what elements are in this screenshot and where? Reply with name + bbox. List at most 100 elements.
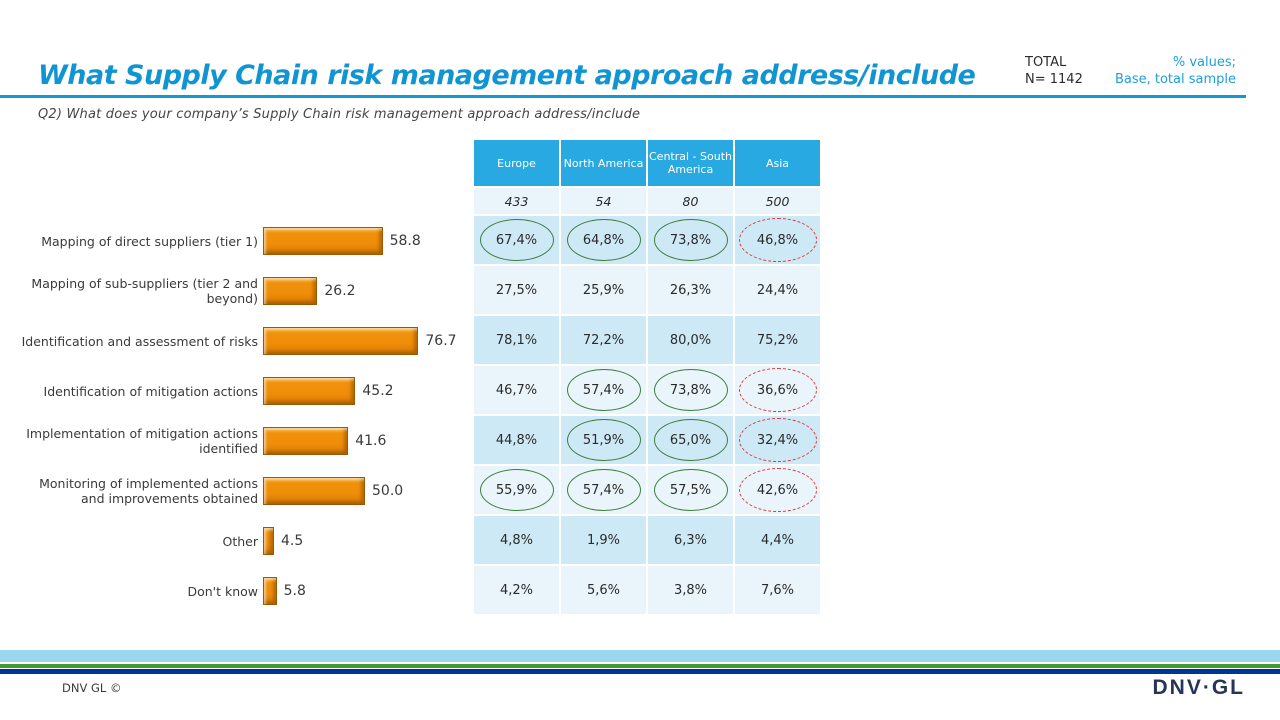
table-cell: 51,9% bbox=[561, 416, 646, 464]
table-cell: 4,8% bbox=[474, 516, 559, 564]
table-base-value: 80 bbox=[648, 188, 733, 214]
table-cell: 4,2% bbox=[474, 566, 559, 614]
table-cell: 5,6% bbox=[561, 566, 646, 614]
region-table: Europe North America Central - South Ameri… bbox=[474, 140, 820, 614]
total-sample-info: TOTAL N= 1142 bbox=[1025, 54, 1083, 88]
table-cell: 57,4% bbox=[561, 466, 646, 514]
table-column-header: North America bbox=[561, 140, 646, 186]
table-cell: 3,8% bbox=[648, 566, 733, 614]
chart-bar bbox=[263, 277, 318, 305]
table-cell-value: 44,8% bbox=[495, 432, 538, 448]
table-cell: 32,4% bbox=[735, 416, 820, 464]
chart-row: Identification of mitigation actions 45.2 bbox=[0, 366, 470, 416]
chart-row: Mapping of sub-suppliers (tier 2 and bey… bbox=[0, 266, 470, 316]
table-cell: 73,8% bbox=[648, 216, 733, 264]
table-cell: 57,5% bbox=[648, 466, 733, 514]
table-cell-value: 42,6% bbox=[756, 482, 799, 498]
table-cell-value: 6,3% bbox=[673, 532, 708, 548]
chart-category-label: Implementation of mitigation actions ide… bbox=[26, 426, 258, 456]
table-cell: 67,4% bbox=[474, 216, 559, 264]
table-cell-value: 57,4% bbox=[582, 482, 625, 498]
chart-value-label: 76.7 bbox=[425, 333, 457, 349]
question-text: Q2) What does your company’s Supply Chai… bbox=[38, 107, 641, 122]
table-cell-value: 78,1% bbox=[495, 332, 538, 348]
table-cell: 36,6% bbox=[735, 366, 820, 414]
table-cell: 26,3% bbox=[648, 266, 733, 314]
table-cell: 73,8% bbox=[648, 366, 733, 414]
footer-stripe-green bbox=[0, 664, 1280, 668]
table-cell-value: 80,0% bbox=[669, 332, 712, 348]
table-cell-value: 57,4% bbox=[582, 382, 625, 398]
chart-category-label: Mapping of sub-suppliers (tier 2 and bey… bbox=[31, 276, 258, 306]
table-cell-value: 65,0% bbox=[669, 432, 712, 448]
table-cell-value: 51,9% bbox=[582, 432, 625, 448]
table-cell: 72,2% bbox=[561, 316, 646, 364]
table-cell: 4,4% bbox=[735, 516, 820, 564]
table-cell-value: 67,4% bbox=[495, 232, 538, 248]
chart-bar bbox=[263, 527, 274, 555]
chart-bar bbox=[263, 327, 419, 355]
table-cell-value: 4,8% bbox=[499, 532, 534, 548]
table-cell: 25,9% bbox=[561, 266, 646, 314]
title-underline bbox=[0, 95, 1246, 98]
table-cell: 1,9% bbox=[561, 516, 646, 564]
chart-row: Mapping of direct suppliers (tier 1) 58.8 bbox=[0, 216, 470, 266]
table-cell-value: 5,6% bbox=[586, 582, 621, 598]
chart-category-label: Identification and assessment of risks bbox=[21, 333, 258, 349]
chart-row: Implementation of mitigation actions ide… bbox=[0, 416, 470, 466]
table-column-header: Central - South America bbox=[648, 140, 733, 186]
table-cell-value: 24,4% bbox=[756, 282, 799, 298]
chart-value-label: 5.8 bbox=[283, 583, 306, 599]
table-cell-value: 57,5% bbox=[669, 482, 712, 498]
table-cell: 7,6% bbox=[735, 566, 820, 614]
page-title: What Supply Chain risk management approa… bbox=[38, 60, 976, 91]
table-cell-value: 72,2% bbox=[582, 332, 625, 348]
table-cell: 80,0% bbox=[648, 316, 733, 364]
table-cell-value: 25,9% bbox=[582, 282, 625, 298]
table-base-value: 500 bbox=[735, 188, 820, 214]
table-cell: 64,8% bbox=[561, 216, 646, 264]
chart-category-label: Mapping of direct suppliers (tier 1) bbox=[41, 233, 258, 249]
chart-row: Identification and assessment of risks 76… bbox=[0, 316, 470, 366]
note-line-1: % values; bbox=[1172, 55, 1236, 70]
table-column-header: Europe bbox=[474, 140, 559, 186]
table-cell-value: 46,8% bbox=[756, 232, 799, 248]
chart-row: Monitoring of implemented actions and im… bbox=[0, 466, 470, 516]
table-cell: 27,5% bbox=[474, 266, 559, 314]
total-label: TOTAL bbox=[1025, 55, 1067, 70]
table-cell: 42,6% bbox=[735, 466, 820, 514]
table-cell-value: 55,9% bbox=[495, 482, 538, 498]
table-cell: 46,7% bbox=[474, 366, 559, 414]
chart-bar bbox=[263, 427, 349, 455]
chart-category-label: Don't know bbox=[187, 583, 258, 599]
copyright-text: DNV GL © bbox=[62, 681, 122, 695]
note-line-2: Base, total sample bbox=[1114, 72, 1236, 87]
table-cell: 44,8% bbox=[474, 416, 559, 464]
table-cell: 75,2% bbox=[735, 316, 820, 364]
table-cell-value: 27,5% bbox=[495, 282, 538, 298]
table-cell-value: 64,8% bbox=[582, 232, 625, 248]
table-cell: 65,0% bbox=[648, 416, 733, 464]
table-cell-value: 7,6% bbox=[760, 582, 795, 598]
table-cell: 78,1% bbox=[474, 316, 559, 364]
footer-stripe-lightblue bbox=[0, 650, 1280, 662]
table-column-header: Asia bbox=[735, 140, 820, 186]
chart-row: Don't know 5.8 bbox=[0, 566, 470, 616]
table-cell-value: 36,6% bbox=[756, 382, 799, 398]
chart-row: Other 4.5 bbox=[0, 516, 470, 566]
footer-stripe-navy bbox=[0, 669, 1280, 674]
table-base-value: 54 bbox=[561, 188, 646, 214]
dnvgl-logo: DNV·GL bbox=[1152, 676, 1245, 699]
total-n: N= 1142 bbox=[1025, 72, 1083, 87]
table-cell: 46,8% bbox=[735, 216, 820, 264]
chart-bar bbox=[263, 477, 365, 505]
chart-value-label: 58.8 bbox=[389, 233, 421, 249]
table-cell-value: 4,2% bbox=[499, 582, 534, 598]
table-cell-value: 32,4% bbox=[756, 432, 799, 448]
chart-value-label: 4.5 bbox=[281, 533, 304, 549]
table-cell-value: 1,9% bbox=[586, 532, 621, 548]
chart-bar bbox=[263, 227, 383, 255]
chart-value-label: 26.2 bbox=[324, 283, 356, 299]
table-cell-value: 73,8% bbox=[669, 382, 712, 398]
